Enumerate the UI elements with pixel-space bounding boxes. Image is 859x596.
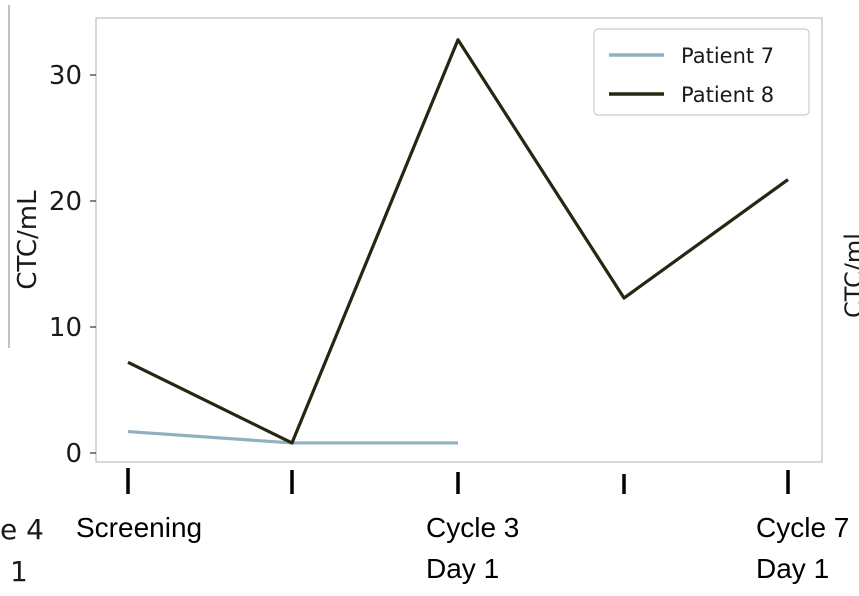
x-tick-label: Day 1: [426, 553, 499, 584]
x-tick-label: Cycle 7: [756, 512, 849, 543]
y-tick-label: 10: [49, 313, 82, 343]
series-layer: [127, 38, 789, 445]
left-panel-category-fragment-2: 1: [10, 555, 28, 588]
plot-frame: [95, 17, 823, 463]
y-axis: 0 10 20 30: [49, 61, 96, 469]
legend-label-patient-7: Patient 7: [681, 44, 774, 68]
series-line-patient-8: [127, 38, 789, 445]
right-panel-ylabel-fragment: CTC/ml: [840, 233, 859, 318]
y-tick-label: 0: [65, 439, 82, 469]
x-axis: Screening Cycle 3 Day 1 Cycle 7 Day 1: [76, 468, 849, 584]
left-panel-category-fragment: e 4: [0, 513, 44, 546]
legend-label-patient-8: Patient 8: [681, 83, 774, 107]
x-tick-label: Day 1: [756, 553, 829, 584]
y-tick-label: 20: [49, 187, 82, 217]
y-axis-label: CTC/mL: [13, 190, 43, 290]
x-tick-label: Cycle 3: [426, 512, 519, 543]
x-tick-label: Screening: [76, 512, 202, 543]
y-tick-label: 30: [49, 61, 82, 91]
legend: Patient 7 Patient 8: [593, 28, 810, 116]
